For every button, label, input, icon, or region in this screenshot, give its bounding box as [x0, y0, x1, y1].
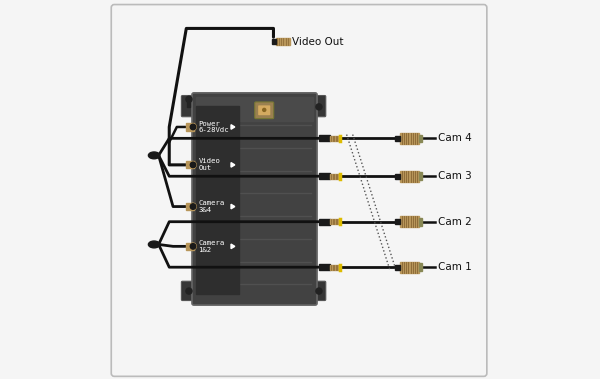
- Polygon shape: [231, 125, 235, 129]
- Polygon shape: [231, 244, 235, 249]
- Circle shape: [191, 163, 195, 167]
- FancyBboxPatch shape: [111, 5, 487, 376]
- Polygon shape: [231, 163, 235, 167]
- Circle shape: [191, 244, 195, 249]
- Text: Camera
1&2: Camera 1&2: [199, 240, 224, 253]
- Bar: [196, 106, 239, 294]
- Bar: [331, 265, 340, 270]
- Bar: [395, 219, 400, 224]
- Bar: [331, 219, 340, 224]
- Circle shape: [190, 203, 196, 210]
- Circle shape: [191, 204, 195, 209]
- Text: Cam 2: Cam 2: [439, 217, 472, 227]
- Text: Cam 3: Cam 3: [439, 171, 472, 181]
- Bar: [185, 243, 194, 250]
- Text: Cam 1: Cam 1: [439, 262, 472, 272]
- Circle shape: [316, 104, 322, 110]
- Circle shape: [186, 288, 192, 294]
- FancyBboxPatch shape: [258, 105, 270, 115]
- Circle shape: [190, 243, 196, 250]
- Text: Video
Out: Video Out: [199, 158, 220, 171]
- Bar: [331, 136, 340, 141]
- Bar: [331, 174, 340, 179]
- Circle shape: [190, 244, 196, 249]
- Bar: [419, 218, 422, 226]
- FancyBboxPatch shape: [312, 281, 326, 301]
- Circle shape: [316, 288, 322, 294]
- Bar: [276, 38, 290, 45]
- Circle shape: [190, 204, 196, 209]
- Text: Power
6-28Vdc: Power 6-28Vdc: [199, 121, 229, 133]
- Bar: [319, 173, 331, 179]
- FancyBboxPatch shape: [181, 281, 197, 301]
- Text: Camera
3&4: Camera 3&4: [199, 200, 224, 213]
- Bar: [187, 101, 190, 107]
- Circle shape: [190, 161, 196, 168]
- Bar: [272, 39, 276, 44]
- Text: Cam 4: Cam 4: [439, 133, 472, 143]
- Bar: [319, 135, 331, 141]
- FancyBboxPatch shape: [181, 96, 197, 117]
- Circle shape: [190, 124, 196, 130]
- Ellipse shape: [148, 241, 160, 248]
- Circle shape: [191, 125, 195, 129]
- Circle shape: [263, 108, 266, 111]
- Bar: [319, 219, 331, 225]
- Bar: [185, 203, 194, 210]
- Bar: [395, 174, 400, 179]
- Ellipse shape: [148, 152, 160, 159]
- Bar: [400, 262, 419, 273]
- Circle shape: [190, 162, 196, 168]
- Bar: [395, 265, 400, 270]
- Bar: [196, 97, 313, 121]
- Circle shape: [186, 96, 192, 102]
- Circle shape: [190, 124, 196, 130]
- FancyBboxPatch shape: [192, 93, 317, 305]
- FancyBboxPatch shape: [255, 102, 274, 119]
- Bar: [400, 171, 419, 182]
- Bar: [400, 133, 419, 144]
- Bar: [419, 263, 422, 271]
- Text: Video Out: Video Out: [292, 37, 344, 47]
- Bar: [419, 135, 422, 142]
- Bar: [319, 264, 331, 270]
- Bar: [400, 216, 419, 227]
- Bar: [185, 161, 194, 168]
- Bar: [185, 123, 194, 130]
- Polygon shape: [231, 204, 235, 209]
- Bar: [419, 172, 422, 180]
- Bar: [395, 136, 400, 141]
- FancyBboxPatch shape: [312, 96, 326, 117]
